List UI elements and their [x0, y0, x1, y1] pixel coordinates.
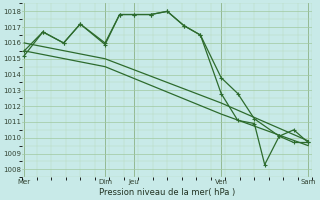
X-axis label: Pression niveau de la mer( hPa ): Pression niveau de la mer( hPa ) [99, 188, 236, 197]
